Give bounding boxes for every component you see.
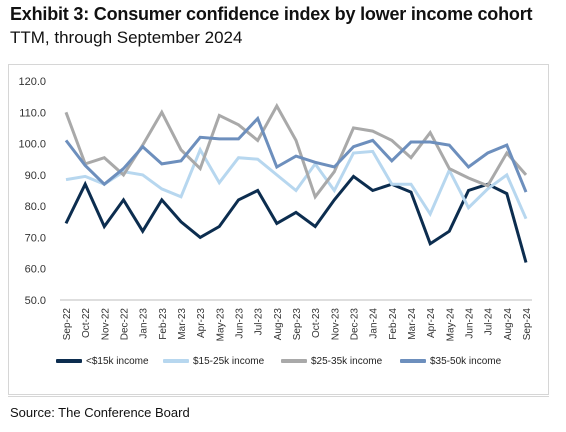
y-tick-label: 110.0 (19, 107, 46, 119)
x-tick-label: Jul-23 (254, 308, 265, 336)
x-tick-label: Oct-22 (81, 308, 92, 338)
legend-label: $15-25k income (193, 355, 265, 367)
x-tick-label: Dec-22 (120, 308, 131, 341)
x-tick-label: Jun-24 (465, 308, 476, 339)
x-tick-label: Dec-23 (350, 308, 361, 341)
x-tick-label: Mar-23 (177, 308, 188, 340)
legend-label: <$15k income (86, 355, 149, 367)
chart-subtitle: TTM, through September 2024 (10, 28, 243, 47)
chart-title: Exhibit 3: Consumer confidence index by … (10, 4, 533, 24)
x-tick-label: Feb-24 (388, 308, 399, 340)
x-tick-label: Aug-23 (273, 308, 284, 341)
chart-frame (8, 64, 549, 395)
legend-swatch (56, 359, 82, 363)
x-tick-label: Nov-22 (100, 308, 111, 341)
x-tick-label: Jul-24 (484, 308, 495, 336)
legend-item: $35-50k income (400, 354, 501, 368)
x-tick-label: Oct-23 (311, 308, 322, 338)
x-tick-label: Nov-23 (330, 308, 341, 341)
x-tick-label: Feb-23 (158, 308, 169, 340)
series-line-4 (64, 115, 528, 193)
y-tick-label: 50.0 (25, 295, 46, 307)
y-tick-label: 70.0 (25, 232, 46, 244)
legend-swatch (163, 359, 189, 363)
legend-label: $25-35k income (311, 355, 383, 367)
x-tick-label: Mar-24 (407, 308, 418, 340)
x-tick-label: Jan-24 (369, 308, 380, 339)
x-tick-label: Sep-22 (62, 308, 73, 341)
legend-item: $25-35k income (281, 354, 382, 368)
y-tick-label: 80.0 (25, 201, 46, 213)
legend-swatch (281, 359, 307, 363)
y-tick-label: 90.0 (25, 170, 46, 182)
x-tick-label: Jun-23 (235, 308, 246, 339)
legend-label: $35-50k income (430, 355, 502, 367)
y-tick-label: 120.0 (18, 76, 46, 88)
x-tick-label: Aug-24 (503, 308, 514, 341)
y-tick-label: 100.0 (18, 139, 46, 151)
legend-swatch (400, 359, 426, 363)
x-tick-label: May-23 (215, 308, 226, 342)
chart-legend: <$15k income $15-25k income $25-35k income… (0, 354, 566, 368)
series-line-2 (65, 146, 528, 220)
legend-item: $15-25k income (163, 354, 264, 368)
source-note: Source: The Conference Board (10, 405, 190, 420)
series-line-1 (64, 174, 528, 263)
x-tick-label: Sep-23 (292, 308, 303, 341)
x-tick-label: Jan-23 (139, 308, 150, 339)
source-divider (8, 396, 549, 397)
y-tick-label: 60.0 (25, 264, 46, 276)
legend-item: <$15k income (56, 354, 149, 368)
x-tick-label: Sep-24 (522, 308, 533, 341)
x-tick-label: Apr-23 (196, 308, 207, 338)
x-tick-label: Apr-24 (426, 308, 437, 338)
x-tick-label: May-24 (445, 308, 456, 342)
